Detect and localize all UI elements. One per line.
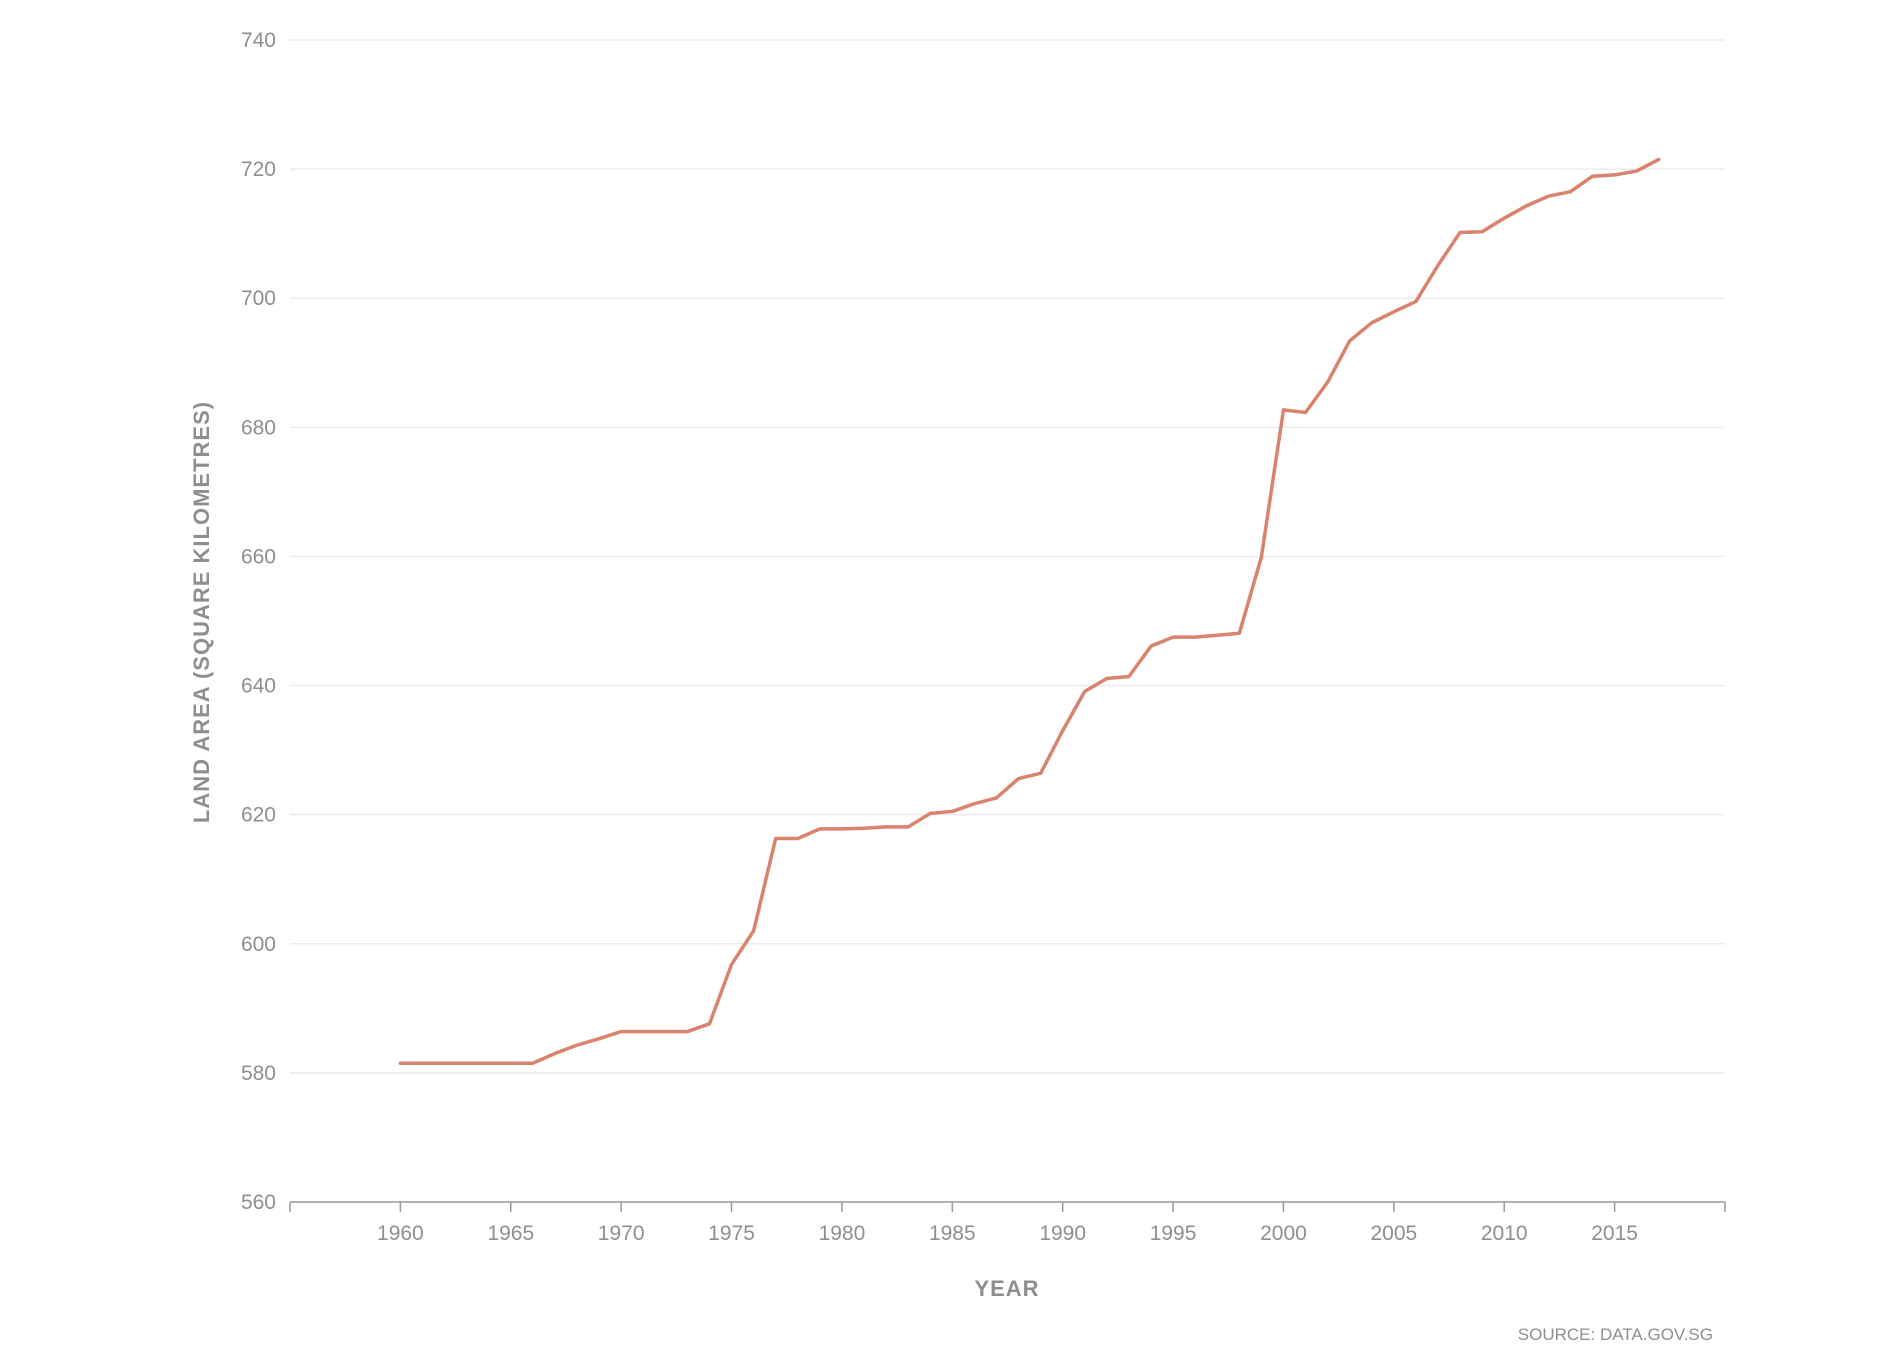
x-tick-label-1975: 1975	[708, 1222, 755, 1245]
y-tick-label-600: 600	[241, 933, 276, 956]
y-axis-title: LAND AREA (SQUARE KILOMETRES)	[189, 401, 214, 823]
source-note: SOURCE: DATA.GOV.SG	[1518, 1325, 1713, 1344]
gridlines	[290, 39, 1725, 1074]
x-tick-label-1980: 1980	[819, 1222, 866, 1245]
x-tick-label-2000: 2000	[1260, 1222, 1307, 1245]
y-axis-tick-labels: 560 580 600 620 640 660 680 700 720 740	[241, 29, 276, 1214]
x-tick-label-2005: 2005	[1370, 1222, 1417, 1245]
x-tick-label-1990: 1990	[1039, 1222, 1086, 1245]
y-tick-label-560: 560	[241, 1191, 276, 1214]
y-tick-label-660: 660	[241, 545, 276, 568]
x-tick-label-2015: 2015	[1591, 1222, 1638, 1245]
y-tick-label-700: 700	[241, 287, 276, 310]
y-tick-label-740: 740	[241, 29, 276, 52]
x-axis-tick-labels: 1960 1965 1970 1975 1980 1985 1990 1995 2000 2005…	[377, 1222, 1638, 1245]
x-tick-label-1985: 1985	[929, 1222, 976, 1245]
x-tick-label-1960: 1960	[377, 1222, 424, 1245]
x-axis	[289, 1201, 1726, 1212]
y-tick-label-720: 720	[241, 158, 276, 181]
x-tick-label-1965: 1965	[487, 1222, 534, 1245]
x-axis-title: YEAR	[974, 1276, 1039, 1301]
y-tick-label-640: 640	[241, 675, 276, 698]
x-tick-label-2010: 2010	[1481, 1222, 1528, 1245]
x-tick-label-1970: 1970	[598, 1222, 645, 1245]
x-tick-label-1995: 1995	[1150, 1222, 1197, 1245]
series-line-0	[398, 157, 1661, 1065]
y-tick-label-620: 620	[241, 804, 276, 827]
series-layer	[398, 157, 1661, 1065]
y-tick-label-580: 580	[241, 1062, 276, 1085]
y-tick-label-680: 680	[241, 416, 276, 439]
